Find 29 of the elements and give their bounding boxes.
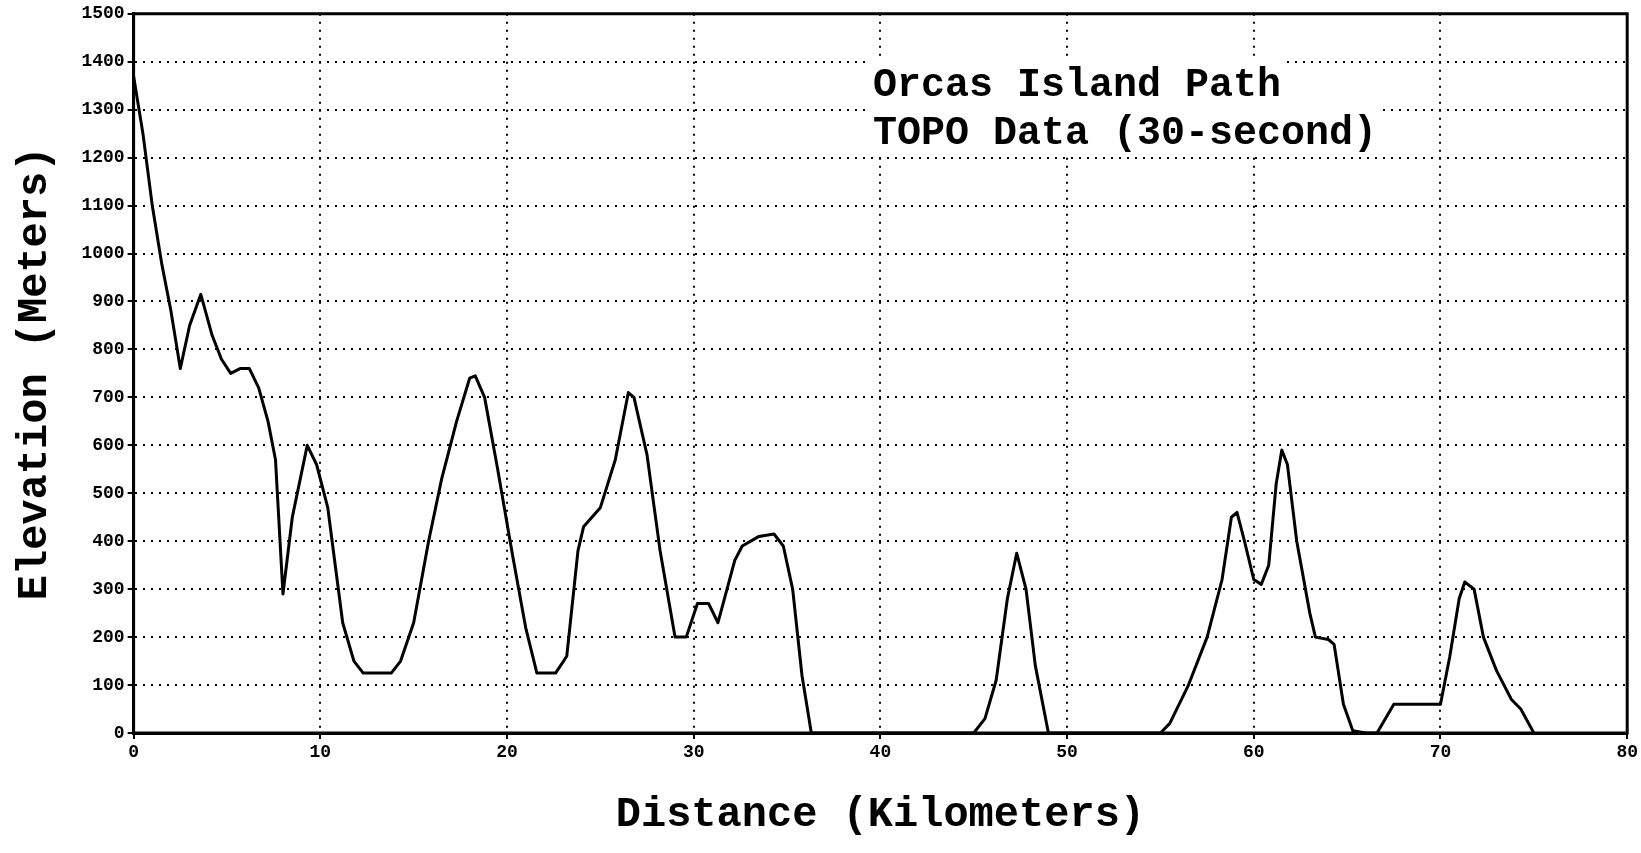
y-axis-title: Elevation (Meters) xyxy=(10,146,59,601)
x-tick-label: 60 xyxy=(1243,742,1265,763)
y-tick-label: 800 xyxy=(92,338,125,359)
text: Orcas Island Path xyxy=(872,62,1282,108)
y-tick-label: 400 xyxy=(92,530,125,551)
y-tick-label: 1200 xyxy=(81,147,125,168)
x-tick-label: 0 xyxy=(128,742,140,763)
y-tick-label: 1100 xyxy=(81,195,125,216)
x-tick-label: 50 xyxy=(1056,742,1078,763)
x-tick-label: 80 xyxy=(1616,742,1638,763)
x-axis-title: Distance (Kilometers) xyxy=(615,791,1146,840)
y-tick-label: 1500 xyxy=(81,3,125,24)
x-tick-label: 30 xyxy=(682,742,705,763)
y-tick-label: 100 xyxy=(92,674,125,695)
y-tick-label: 1300 xyxy=(81,99,125,120)
text: TOPO Data (30-second) xyxy=(872,110,1378,156)
x-tick-label: 40 xyxy=(869,742,892,763)
y-tick-label: 900 xyxy=(92,291,125,312)
y-tick-label: 1000 xyxy=(81,243,125,264)
y-tick-label: 1400 xyxy=(81,51,125,72)
y-tick-label: 300 xyxy=(92,578,125,599)
y-tick-label: 200 xyxy=(92,626,125,647)
y-tick-label: 600 xyxy=(92,434,125,455)
x-tick-label: 70 xyxy=(1429,742,1452,763)
y-tick-label: 500 xyxy=(92,482,125,503)
x-tick-label: 10 xyxy=(309,742,332,763)
x-tick-label: 20 xyxy=(496,742,518,763)
y-tick-label: 700 xyxy=(92,386,125,407)
y-tick-label: 0 xyxy=(113,722,125,743)
